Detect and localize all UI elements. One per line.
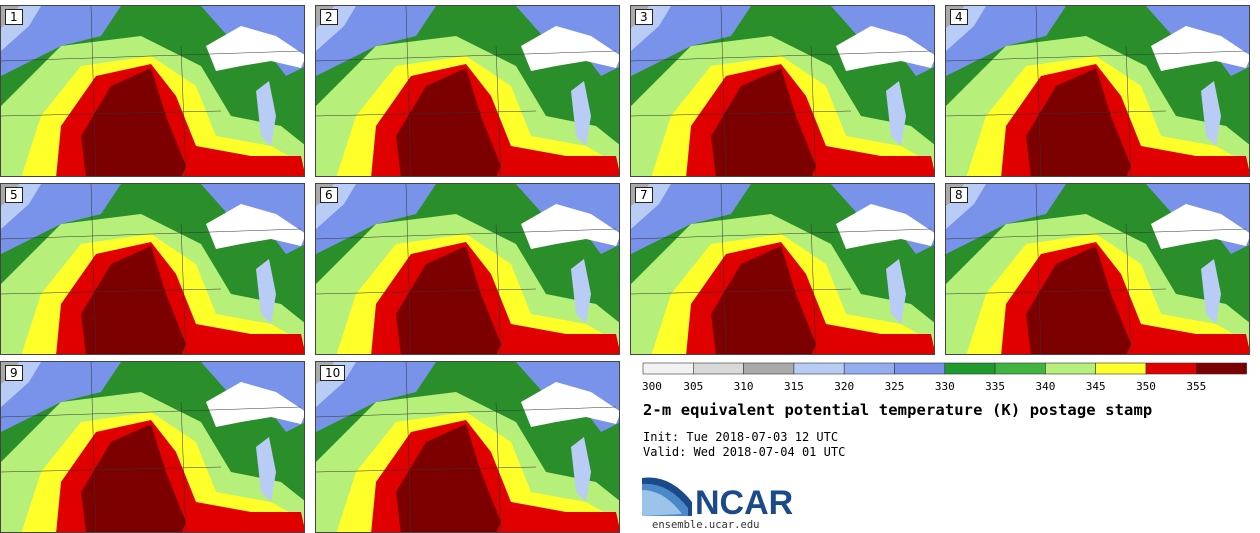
title-block: 2-m equivalent potential temperature (K)… [643, 401, 1152, 419]
ensemble-member-panel: 2 [315, 5, 620, 177]
colorbar-tick-label: 300 [642, 380, 662, 393]
member-number-label: 7 [635, 187, 653, 203]
member-number-label: 10 [320, 365, 346, 381]
colorbar-bin [843, 362, 895, 375]
ensemble-member-panel: 1 [0, 5, 305, 177]
member-number-label: 5 [5, 187, 23, 203]
init-time: Init: Tue 2018-07-03 12 UTC [643, 430, 839, 444]
colorbar-bin [994, 362, 1046, 375]
theta-e-map [1, 362, 304, 532]
ensemble-member-panel: 8 [945, 183, 1250, 355]
theta-e-map [316, 184, 619, 354]
colorbar-tick-label: 355 [1186, 380, 1206, 393]
colorbar-tick-label: 340 [1035, 380, 1055, 393]
member-number-label: 2 [320, 9, 338, 25]
theta-e-map [316, 362, 619, 532]
colorbar-tick-label: 310 [734, 380, 754, 393]
colorbar-bin [642, 362, 694, 375]
colorbar-bin [1095, 362, 1147, 375]
colorbar-bin [1045, 362, 1096, 375]
colorbar-bin [894, 362, 946, 375]
colorbar-bin [1145, 362, 1197, 375]
ensemble-member-panel: 4 [945, 5, 1250, 177]
member-number-label: 8 [950, 187, 968, 203]
ncar-logo-text: NCAR [695, 484, 793, 520]
colorbar: 300 305 310 315 320 325 330 335 340 345 350 355 [642, 362, 1247, 393]
colorbar-tick-label: 305 [683, 380, 703, 393]
colorbar-tick-label: 350 [1136, 380, 1156, 393]
colorbar-bin [1195, 362, 1247, 375]
ensemble-member-panel: 7 [630, 183, 935, 355]
valid-time: Valid: Wed 2018-07-04 01 UTC [643, 445, 846, 459]
colorbar-tick-label: 315 [784, 380, 804, 393]
colorbar-bin [692, 362, 744, 375]
colorbar-bin [793, 362, 845, 375]
ensemble-member-panel: 9 [0, 361, 305, 533]
ncar-logo: NCAR [642, 477, 793, 520]
member-number-label: 3 [635, 9, 653, 25]
ensemble-member-panel: 6 [315, 183, 620, 355]
theta-e-map [631, 184, 934, 354]
member-number-label: 1 [5, 9, 23, 25]
member-number-label: 9 [5, 365, 23, 381]
ensemble-member-panel: 10 [315, 361, 620, 533]
member-number-label: 6 [320, 187, 338, 203]
colorbar-bin [743, 362, 795, 375]
theta-e-map [946, 6, 1249, 176]
colorbar-tick-label: 335 [985, 380, 1005, 393]
colorbar-bin [944, 362, 996, 375]
colorbar-tick-label: 325 [885, 380, 905, 393]
colorbar-tick-label: 320 [834, 380, 854, 393]
chart-title: 2-m equivalent potential temperature (K)… [643, 401, 1153, 419]
theta-e-map [946, 184, 1249, 354]
theta-e-map [316, 6, 619, 176]
colorbar-tick-label: 330 [935, 380, 955, 393]
colorbar-tick-label: 345 [1086, 380, 1106, 393]
site-url: ensemble.ucar.edu [652, 519, 760, 531]
theta-e-map [631, 6, 934, 176]
ensemble-member-panel: 3 [630, 5, 935, 177]
ensemble-member-panel: 5 [0, 183, 305, 355]
member-number-label: 4 [950, 9, 968, 25]
theta-e-map [1, 6, 304, 176]
theta-e-map [1, 184, 304, 354]
